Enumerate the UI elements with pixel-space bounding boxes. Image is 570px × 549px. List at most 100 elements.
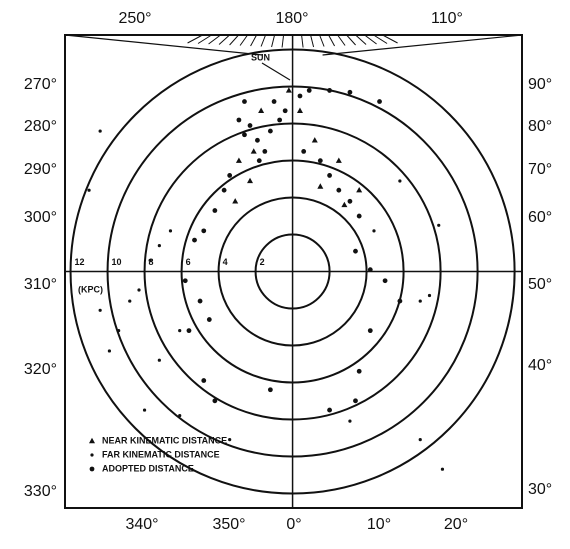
longitude-label: 300° [24, 209, 57, 226]
marker-triangle [250, 148, 257, 154]
legend-label: FAR KINEMATIC DISTANCE [102, 449, 220, 459]
marker-dot [372, 229, 376, 233]
marker-circle [221, 187, 227, 193]
border-ray [239, 34, 248, 46]
marker-circle [206, 317, 212, 322]
marker-dot [98, 308, 102, 312]
distance-ring [143, 122, 442, 421]
marker-circle [197, 298, 203, 304]
marker-dot [427, 293, 432, 298]
marker-circle [347, 198, 353, 204]
border-ray [218, 34, 230, 45]
distance-ring [106, 85, 479, 458]
longitude-label: 40° [528, 357, 552, 374]
marker-dot [418, 299, 422, 303]
marker-circle [212, 208, 218, 213]
border-ray [364, 34, 377, 45]
border-ray [281, 34, 285, 48]
marker-dot [117, 329, 121, 333]
border-ray [271, 34, 276, 48]
longitude-label: 30° [528, 481, 552, 498]
marker-dot [440, 467, 445, 471]
marker-triangle [311, 137, 318, 143]
marker-circle [327, 407, 332, 413]
marker-circle [267, 387, 273, 393]
marker-triangle [341, 201, 348, 208]
marker-dot [137, 288, 141, 292]
marker-dot [87, 188, 91, 192]
marker-dot [348, 419, 352, 423]
marker-circle [367, 328, 373, 334]
marker-circle [306, 88, 312, 93]
longitude-label: 330° [24, 483, 57, 500]
legend-marker [89, 437, 95, 444]
marker-circle [186, 328, 192, 334]
distance-ring [217, 196, 368, 347]
marker-circle [336, 187, 342, 193]
marker-circle [356, 213, 362, 219]
plot-area [65, 35, 522, 508]
marker-triangle [296, 107, 303, 113]
marker-circle [256, 158, 262, 164]
marker-dot [398, 179, 402, 183]
marker-dot [178, 329, 182, 333]
marker-triangle [317, 183, 324, 189]
marker-circle [327, 173, 332, 178]
sun-label: SUN [251, 52, 270, 62]
ring-label: 12 [75, 257, 85, 267]
longitude-label: 320° [24, 361, 57, 378]
marker-triangle [235, 157, 242, 163]
marker-dot [157, 358, 161, 362]
longitude-label: 350° [212, 516, 245, 533]
marker-dot [98, 129, 102, 133]
marker-triangle [258, 107, 265, 113]
marker-circle [192, 237, 197, 243]
border-ray [355, 34, 367, 45]
unit-label: (KPC) [78, 284, 103, 294]
marker-circle [282, 108, 288, 114]
border-ray [187, 34, 203, 44]
border-ray [319, 34, 325, 47]
longitude-label: 50° [528, 276, 552, 293]
ring-label: 6 [186, 257, 191, 267]
border-ray [382, 34, 398, 44]
longitude-label: 250° [118, 10, 151, 27]
marker-circle [353, 248, 358, 254]
border-ray [337, 34, 346, 46]
marker-triangle [356, 187, 363, 193]
distance-ring [69, 48, 516, 495]
distance-ring [254, 233, 331, 310]
border-ray [301, 34, 304, 48]
marker-triangle [247, 177, 254, 184]
ring-label: 4 [223, 257, 228, 267]
marker-circle [271, 99, 277, 104]
marker-dot [142, 408, 147, 412]
border-ray [197, 34, 212, 44]
longitude-label: 20° [444, 516, 468, 533]
legend-marker [90, 453, 94, 457]
longitude-label: 0° [286, 516, 301, 533]
marker-circle [301, 149, 307, 154]
longitude-label: 280° [24, 118, 57, 135]
marker-dot [437, 223, 441, 227]
border-ray [310, 34, 315, 48]
marker-circle [262, 149, 268, 154]
marker-circle [242, 99, 247, 104]
marker-circle [277, 117, 283, 123]
longitude-label: 180° [275, 10, 308, 27]
marker-circle [182, 278, 188, 284]
marker-circle [297, 93, 303, 99]
marker-triangle [285, 87, 292, 93]
marker-circle [353, 398, 358, 404]
marker-circle [317, 158, 323, 164]
marker-circle [327, 88, 332, 93]
marker-dot [178, 414, 182, 418]
marker-dot [128, 299, 132, 303]
longitude-label: 10° [367, 516, 391, 533]
legend-label: NEAR KINEMATIC DISTANCE [102, 435, 227, 445]
marker-circle [242, 132, 247, 138]
marker-circle [382, 278, 388, 284]
marker-circle [201, 378, 207, 383]
marker-circle [267, 128, 273, 134]
